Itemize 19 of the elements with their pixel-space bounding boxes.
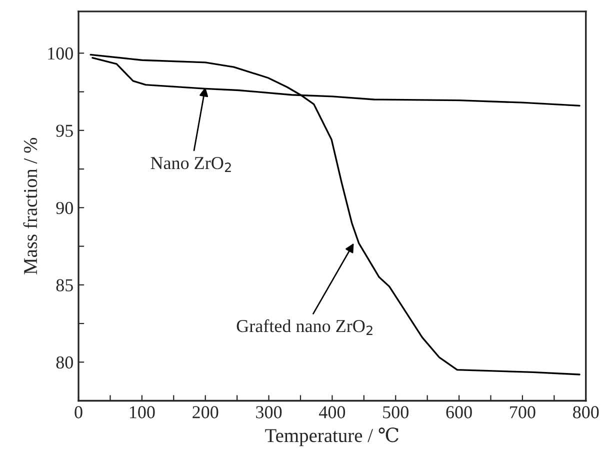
x-tick-label: 100 — [130, 406, 155, 418]
x-tick-label: 700 — [510, 406, 536, 418]
y-tick-label: 95 — [56, 124, 73, 137]
y-tick-label: 100 — [48, 47, 73, 60]
line-series — [90, 54, 580, 376]
annotation: Grafted nano ZrO$_{2}$ — [236, 319, 372, 335]
x-tick-label: 500 — [383, 406, 408, 418]
y-tick-label: 90 — [56, 202, 73, 214]
y-tick-label: 85 — [56, 279, 73, 292]
x-axis-title: Temperature / ℃ — [265, 428, 398, 446]
x-tick-label: 200 — [192, 406, 218, 418]
x-tick-label: 800 — [573, 406, 599, 418]
y-axis-title: Mass fraction / % — [23, 138, 38, 274]
y-tick-label: 80 — [56, 356, 73, 369]
x-tick-label: 600 — [446, 406, 472, 418]
x-tick-label: 400 — [319, 406, 346, 418]
x-tick-label: 0 — [74, 406, 82, 418]
x-tick-label: 300 — [256, 406, 282, 418]
annotation: Nano ZrO$_{2}$ — [150, 157, 231, 172]
